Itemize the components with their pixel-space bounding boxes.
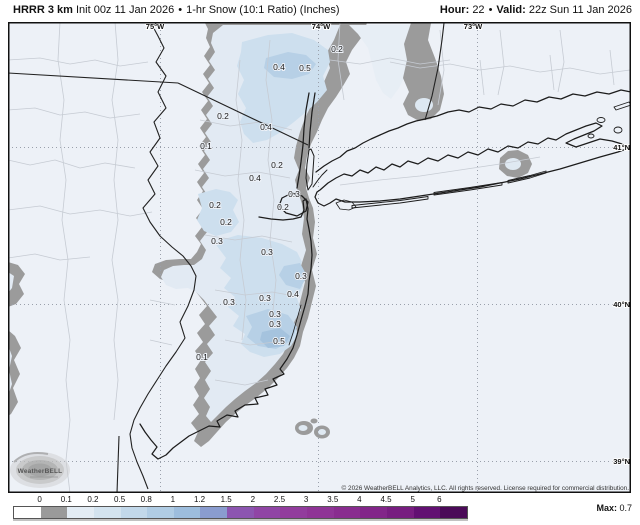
contour-label: 0.1 [200, 141, 212, 151]
contour-label: 0.3 [269, 319, 281, 329]
latitude-label: 40°N [613, 300, 630, 309]
valid-value: 22z Sun 11 Jan 2026 [528, 4, 632, 16]
state-borders [8, 22, 445, 493]
contour-label: 0.2 [209, 200, 221, 210]
colorbar-segment [227, 507, 254, 518]
model-name: HRRR 3 km [13, 4, 73, 16]
colorbar-tick: 3 [303, 495, 309, 504]
colorbar-segment [307, 507, 334, 518]
snow-shading [8, 23, 532, 447]
contour-label: 0.5 [299, 63, 311, 73]
colorbar-segment [93, 507, 121, 518]
colorbar-segment [200, 507, 228, 518]
contour-label: 0.3 [288, 189, 300, 199]
snow-amount-labels: 0.20.4 0.50.20.40.10.20.40.30.2 0.20.20.30… [195, 43, 344, 363]
colorbar-segment [360, 507, 387, 518]
coastlines [139, 89, 631, 460]
valid-label: Valid: [496, 4, 526, 16]
contour-label: 0.3 [269, 309, 281, 319]
colorbar-ticks: 0 0.1 0.2 0.5 0.8 1 1.2 1.5 2 2.5 3 3.5 4 4.5 5 6 [13, 495, 466, 505]
colorbar-tick: 1.5 [220, 495, 232, 504]
colorbar-segment [40, 507, 68, 518]
copyright-notice: © 2026 WeatherBELL Analytics, LLC. All r… [342, 484, 630, 492]
init-time: Init 00z 11 Jan 2026 [75, 4, 175, 16]
graticule-lines [8, 22, 631, 493]
color-scale: 0 0.1 0.2 0.5 0.8 1 1.2 1.5 2 2.5 3 3.5 4 4.5 5 6 Max: … [0, 493, 640, 525]
colorbar-tick: 0 [37, 495, 42, 504]
county-borders [8, 22, 631, 493]
contour-label: 0.4 [287, 289, 299, 299]
colorbar-tick: 5 [410, 495, 415, 504]
bullet-separator-2: • [488, 4, 493, 16]
map-canvas: 0.20.4 0.50.20.40.10.20.40.30.2 0.20.20.30… [8, 22, 631, 493]
header: HRRR 3 km Init 00z 11 Jan 2026 • 1-hr Snow… [0, 0, 640, 22]
colorbar-segment [120, 507, 148, 518]
contour-label: 0.4 [273, 62, 285, 72]
colorbar-tick: 6 [437, 495, 442, 504]
contour-label: 0.3 [259, 293, 271, 303]
hour-value: 22 [472, 4, 485, 16]
contour-label: 0.2 [271, 160, 283, 170]
contour-label: 0.2 [217, 111, 229, 121]
latitude-label: 41°N [613, 143, 630, 152]
colorbar-tick: 0.2 [87, 495, 99, 504]
longitude-label: 75°W [146, 22, 165, 31]
max-label: Max: [596, 503, 617, 513]
colorbar-segment [280, 507, 308, 518]
bullet-separator: • [178, 4, 183, 16]
contour-label: 0.4 [249, 173, 261, 183]
weatherbell-logo: WeatherBELL [10, 452, 70, 488]
colorbar-segment [440, 507, 467, 518]
contour-label: 0.3 [223, 297, 235, 307]
title-right: Hour: 22 • Valid: 22z Sun 11 Jan 2026 [440, 4, 632, 16]
colorbar-segment [14, 507, 41, 518]
contour-label: 0.4 [260, 122, 272, 132]
contour-label: 0.3 [211, 236, 223, 246]
colorbar-tick: 1 [170, 495, 176, 504]
contour-label: 0.3 [295, 271, 307, 281]
colorbar-tick: 1.2 [193, 495, 206, 504]
contour-label: 0.2 [220, 217, 232, 227]
colorbar-segment [173, 507, 201, 518]
colorbar-segment [253, 507, 281, 518]
graticule-labels: 75°W 74°W 73°W 41°N 40°N 39°N [145, 22, 631, 467]
longitude-label: 74°W [312, 22, 331, 31]
contour-label: 0.2 [331, 44, 343, 54]
logo-text: WeatherBELL [18, 468, 63, 475]
max-value-label: Max: 0.7 [596, 503, 632, 513]
colorbar-segments [13, 506, 468, 519]
max-value: 0.7 [619, 503, 632, 513]
product-name: 1-hr Snow (10:1 Ratio) (Inches) [186, 4, 340, 16]
hour-label: Hour: [439, 4, 470, 16]
colorbar-segment [413, 507, 441, 518]
contour-label: 0.3 [261, 247, 273, 257]
contour-label: 0.5 [273, 336, 285, 346]
colorbar-tick: 4.5 [380, 495, 392, 504]
colorbar-tick: 0.5 [114, 495, 126, 504]
colorbar-tick: 4 [357, 495, 362, 504]
colorbar-tick: 3.5 [327, 495, 339, 504]
colorbar-tick: 2.5 [273, 495, 286, 504]
contour-label: 0.1 [196, 352, 208, 362]
colorbar-segment [147, 507, 174, 518]
colorbar-segment [333, 507, 361, 518]
map-border [8, 22, 631, 493]
latitude-label: 39°N [613, 457, 630, 466]
colorbar-segment [386, 507, 414, 518]
longitude-label: 73°W [464, 22, 483, 31]
colorbar-segment [67, 507, 94, 518]
colorbar-tick: 0.1 [60, 495, 72, 504]
title-left: HRRR 3 km Init 00z 11 Jan 2026 • 1-hr Snow… [13, 4, 340, 16]
colorbar-tick: 0.8 [140, 495, 152, 504]
contour-label: 0.2 [277, 202, 289, 212]
colorbar-tick: 2 [250, 495, 256, 504]
